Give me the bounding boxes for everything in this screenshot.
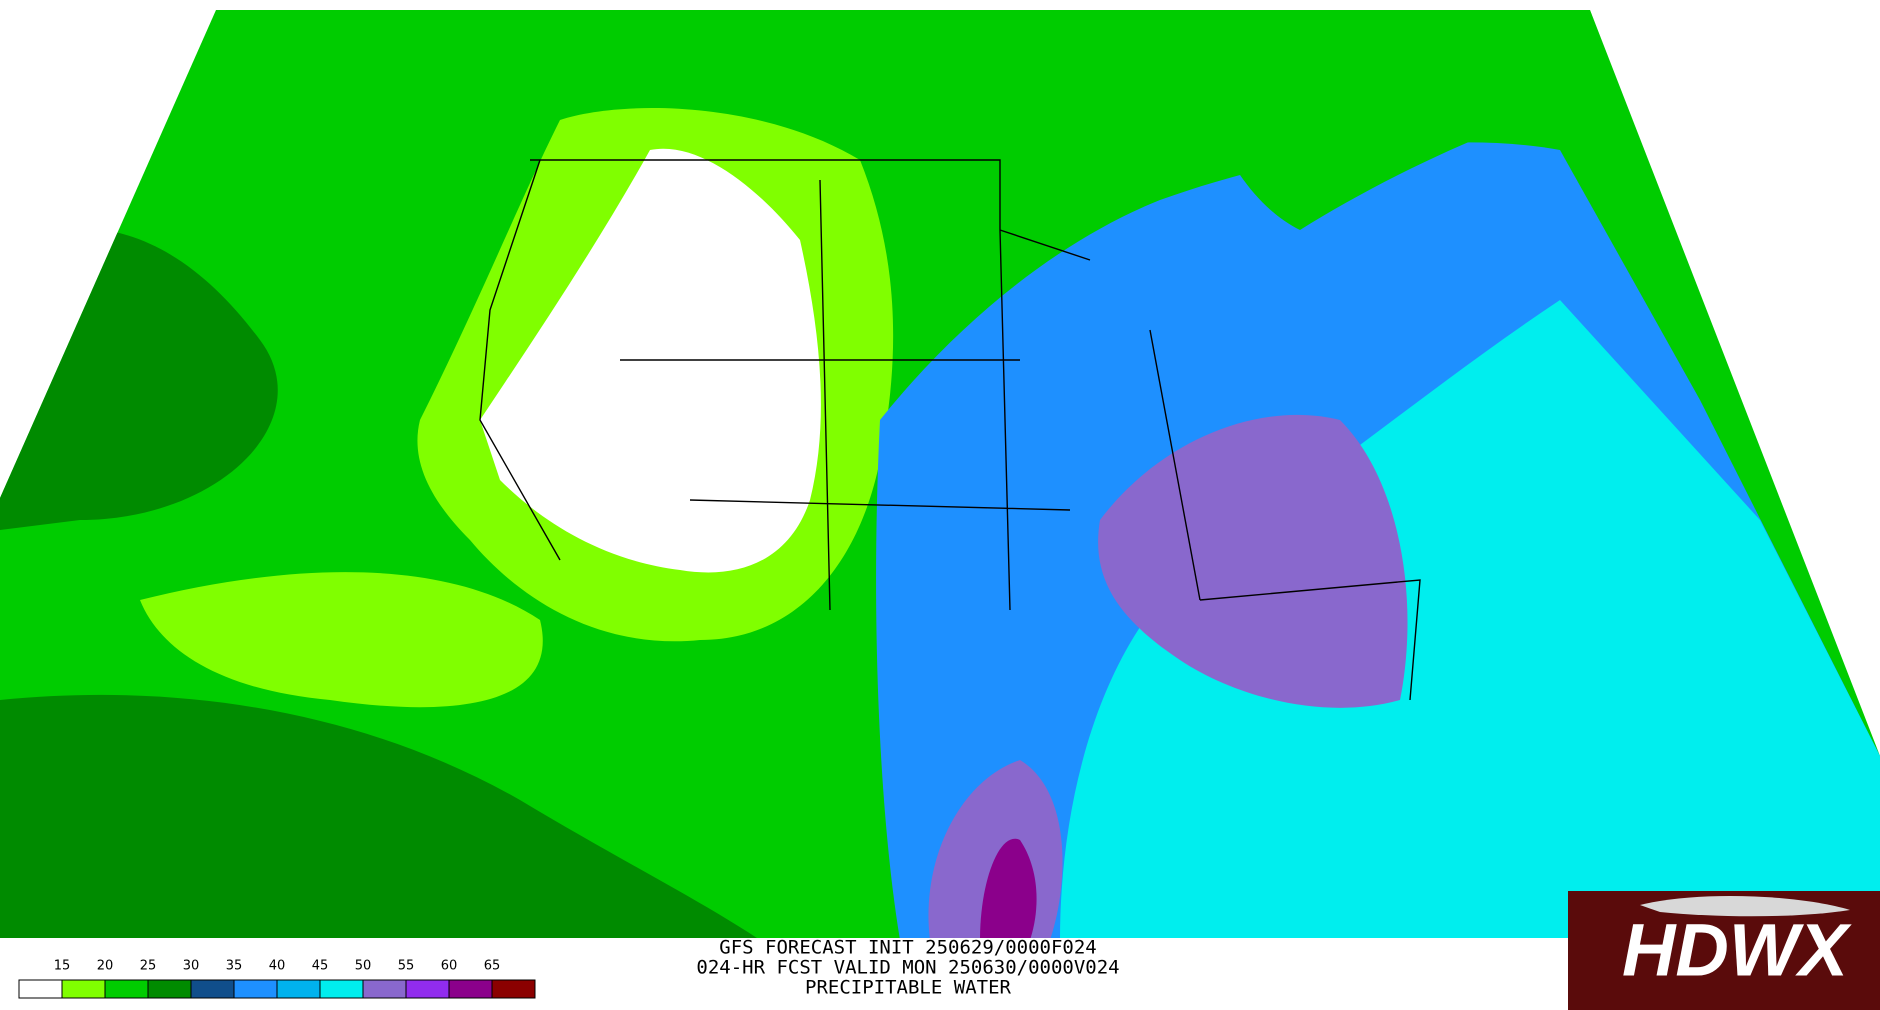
header-line: GFS FORECAST INIT 250629/0000F024	[719, 937, 1097, 959]
legend-tick-label: 65	[484, 959, 501, 974]
legend-swatch	[319, 979, 364, 999]
field-light-green	[140, 572, 543, 708]
logo-swirl	[1640, 895, 1850, 917]
state-borders	[479, 159, 1421, 701]
legend-tick-label: 45	[312, 959, 329, 974]
header-line: 024-HR FCST VALID MON 250630/0000V024	[696, 957, 1119, 979]
legend-tick-label: 30	[183, 959, 200, 974]
logo-title: HDWX	[1622, 909, 1853, 992]
legend-tick-label: 20	[97, 959, 114, 974]
field-purple	[980, 838, 1037, 938]
legend-swatch	[147, 979, 192, 999]
legend-swatch	[233, 979, 278, 999]
legend-swatch	[491, 979, 536, 999]
legend-swatch	[190, 979, 235, 999]
field-lavender	[1098, 414, 1408, 708]
legend-tick-label: 15	[54, 959, 71, 974]
legend-tick-label: 35	[226, 959, 243, 974]
legend-tick-label: 40	[269, 959, 286, 974]
legend-tick-label: 55	[398, 959, 415, 974]
map	[0, 10, 1880, 938]
header-line: PRECIPITABLE WATER	[805, 977, 1011, 999]
legend-swatch	[405, 979, 450, 999]
legend-tick-label: 60	[441, 959, 458, 974]
legend: 15 20 25 30 35 40 45 50 55 60 65	[18, 959, 536, 999]
field-dark-green	[0, 694, 760, 938]
legend-tick-label: 25	[140, 959, 157, 974]
legend-swatch	[276, 979, 321, 999]
field-green	[1180, 10, 1620, 230]
legend-tick-label: 50	[355, 959, 372, 974]
legend-swatch	[18, 979, 63, 999]
field-cyan	[1060, 300, 1880, 938]
legend-swatch	[61, 979, 106, 999]
legend-swatch	[104, 979, 149, 999]
legend-swatch	[448, 979, 493, 999]
legend-swatch	[362, 979, 407, 999]
